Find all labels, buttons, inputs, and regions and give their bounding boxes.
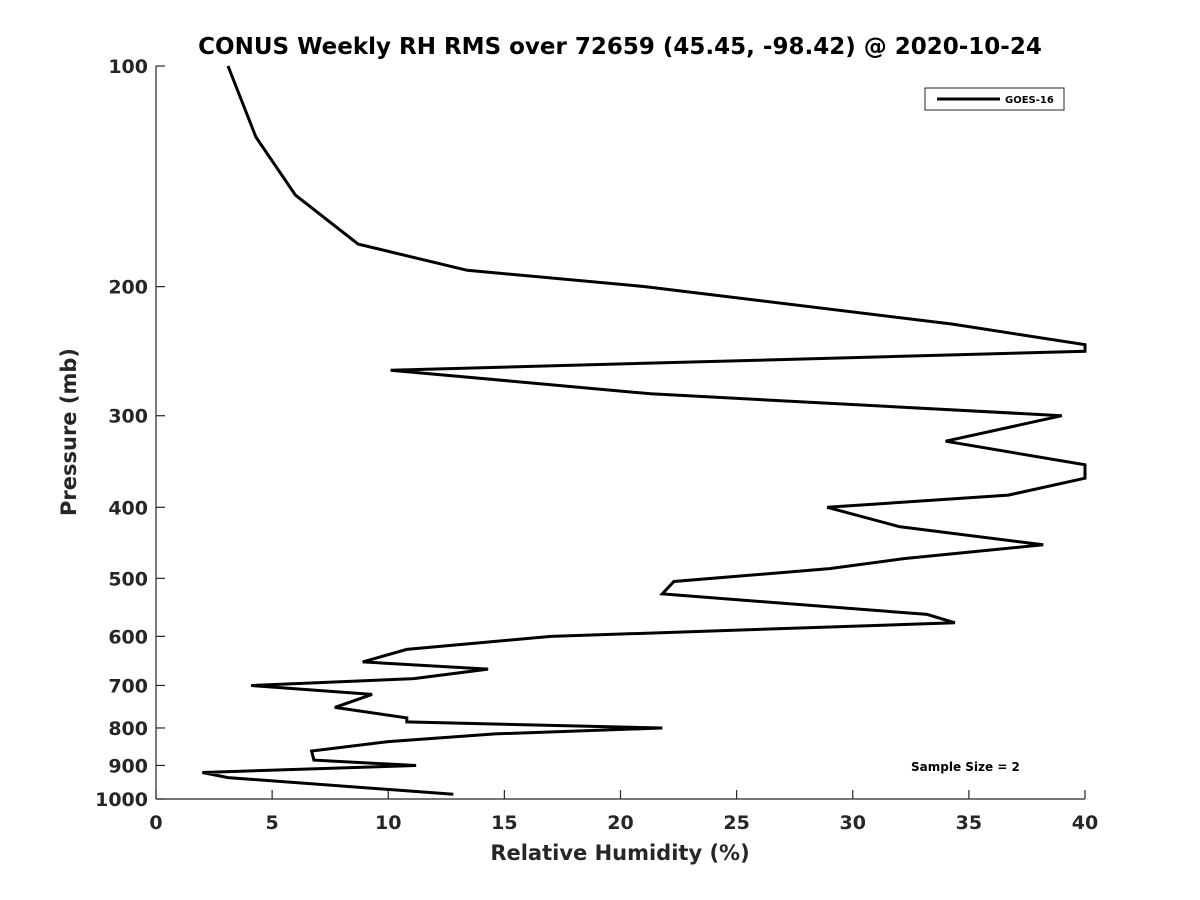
y-tick-label: 900 [108, 755, 148, 777]
legend-entry-goes-16: GOES-16 [1005, 95, 1054, 106]
series-line-goes-16 [202, 65, 1087, 796]
x-axis-ticks: 0 5 10 15 20 25 30 35 40 [149, 790, 1098, 834]
y-tick-label: 500 [108, 568, 148, 590]
x-tick-label: 40 [1072, 812, 1098, 834]
x-tick-label: 25 [723, 812, 749, 834]
x-tick-label: 0 [149, 812, 162, 834]
plot-area [202, 65, 1087, 796]
sample-size-annotation: Sample Size = 2 [911, 760, 1020, 774]
x-tick-label: 10 [375, 812, 401, 834]
y-tick-label: 700 [108, 675, 148, 697]
legend: GOES-16 [924, 87, 1065, 111]
y-tick-label: 800 [108, 718, 148, 740]
y-axis-label: Pressure (mb) [57, 348, 81, 516]
x-tick-label: 35 [956, 812, 982, 834]
x-axis-label: Relative Humidity (%) [490, 841, 749, 865]
y-tick-label: 300 [108, 406, 148, 428]
x-tick-label: 30 [840, 812, 866, 834]
y-tick-label: 100 [108, 56, 148, 78]
y-tick-label: 200 [108, 277, 148, 299]
x-tick-label: 20 [607, 812, 633, 834]
y-axis-ticks: 100 200 300 400 500 600 700 800 900 1000 [95, 56, 165, 811]
x-tick-label: 5 [266, 812, 279, 834]
y-tick-label: 600 [108, 626, 148, 648]
y-tick-label: 1000 [95, 789, 148, 811]
x-tick-label: 15 [491, 812, 517, 834]
chart-title: CONUS Weekly RH RMS over 72659 (45.45, -… [198, 34, 1042, 60]
y-tick-label: 400 [108, 497, 148, 519]
